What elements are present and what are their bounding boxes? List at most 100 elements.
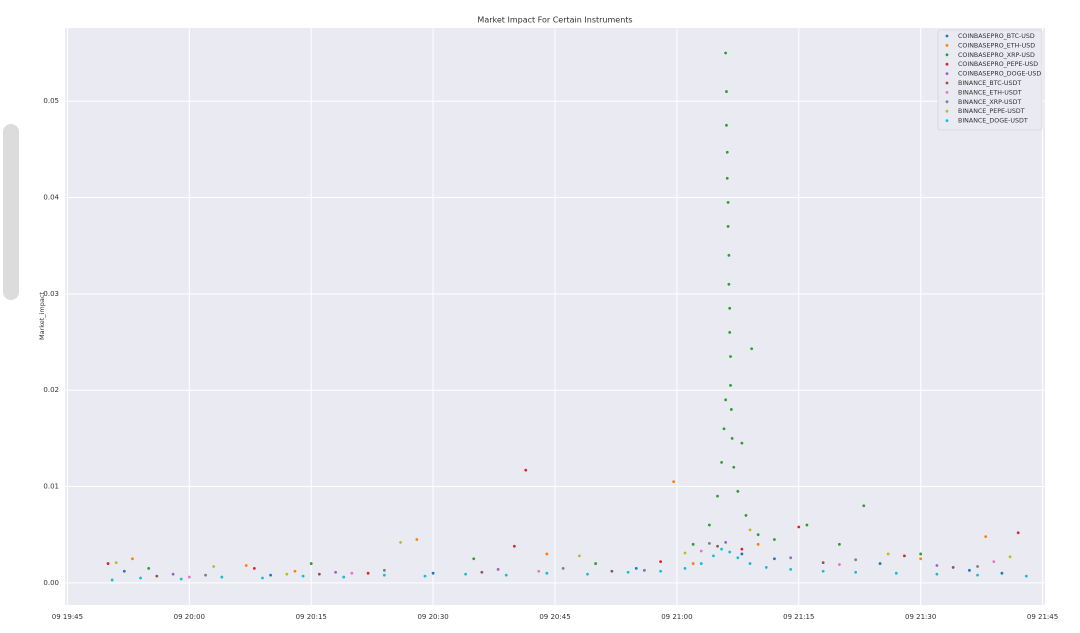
- point: [730, 436, 734, 440]
- legend-marker: [945, 109, 949, 113]
- point: [716, 544, 719, 548]
- point: [748, 528, 752, 532]
- legend-marker: [945, 62, 949, 66]
- point: [744, 514, 748, 517]
- point: [707, 523, 711, 527]
- point: [894, 571, 898, 575]
- point: [366, 571, 370, 575]
- legend-label: COINBASEPRO_XRP-USD: [958, 52, 1035, 59]
- point: [626, 570, 630, 574]
- point: [472, 557, 476, 561]
- y-tick-label: 0.00: [43, 579, 59, 587]
- point: [720, 547, 723, 551]
- legend-marker: [945, 44, 949, 47]
- point: [524, 468, 528, 472]
- point: [951, 566, 955, 569]
- point: [919, 557, 923, 561]
- point: [984, 535, 988, 539]
- point: [720, 461, 723, 464]
- point: [683, 551, 687, 555]
- point: [382, 573, 386, 577]
- legend-label: COINBASEPRO_ETH-USD: [958, 42, 1035, 49]
- point: [691, 562, 695, 565]
- point: [838, 563, 841, 566]
- legend-label: BINANCE_DOGE-USDT: [958, 118, 1028, 125]
- point: [764, 566, 768, 569]
- point: [187, 575, 191, 579]
- point: [725, 90, 728, 93]
- point: [725, 176, 729, 180]
- point: [789, 567, 793, 571]
- legend-label: COINBASEPRO_DOGE-USD: [958, 71, 1041, 78]
- chart-title: Market Impact For Certain Instruments: [477, 16, 632, 25]
- point: [750, 347, 754, 351]
- point: [545, 571, 549, 575]
- x-tick-label: 09 21:15: [783, 613, 814, 621]
- point: [610, 569, 614, 573]
- point: [269, 573, 272, 577]
- point: [423, 574, 427, 578]
- point: [699, 549, 703, 553]
- point: [724, 398, 728, 402]
- legend-label: BINANCE_PEPE-USDT: [958, 108, 1025, 115]
- legend-label: COINBASEPRO_PEPE-USD: [958, 61, 1038, 68]
- x-tick-label: 09 20:45: [539, 613, 570, 621]
- point: [342, 575, 346, 579]
- point: [728, 306, 732, 310]
- grid: 0.00 0.01 0.02 0.03 0.04 0.05 09 19:45 09 20:00…: [43, 28, 1058, 621]
- legend-marker: [945, 119, 949, 122]
- point: [561, 566, 565, 570]
- point: [309, 562, 313, 565]
- point: [935, 572, 939, 576]
- point: [537, 569, 541, 573]
- point: [431, 571, 435, 575]
- point: [106, 562, 110, 565]
- point: [212, 565, 216, 568]
- legend-label: BINANCE_ETH-USDT: [958, 89, 1022, 96]
- point: [736, 489, 740, 493]
- point: [729, 408, 733, 411]
- point: [716, 494, 719, 498]
- x-tick-label: 09 21:00: [661, 613, 692, 621]
- point: [729, 355, 732, 358]
- y-axis-label: Market_impact: [38, 292, 46, 340]
- point: [968, 568, 971, 572]
- point: [293, 569, 297, 573]
- legend-marker: [945, 53, 949, 57]
- point: [976, 573, 979, 577]
- point: [707, 541, 711, 545]
- point: [220, 575, 224, 579]
- point: [261, 576, 264, 580]
- point: [122, 569, 126, 573]
- point: [545, 552, 549, 556]
- legend-marker: [945, 81, 949, 85]
- point: [886, 552, 890, 556]
- point: [131, 557, 134, 561]
- point: [797, 525, 801, 529]
- point: [773, 538, 776, 541]
- scrollbar[interactable]: [3, 124, 19, 300]
- point: [382, 568, 386, 572]
- point: [756, 542, 760, 546]
- point: [691, 542, 695, 546]
- point: [878, 562, 882, 565]
- x-tick-label: 09 21:30: [905, 613, 936, 621]
- point: [805, 523, 809, 527]
- point: [577, 554, 581, 558]
- point: [301, 574, 305, 578]
- point: [594, 562, 598, 565]
- point: [155, 574, 159, 578]
- point: [1024, 574, 1028, 578]
- point: [114, 561, 118, 565]
- point: [1008, 555, 1012, 559]
- point: [147, 566, 151, 570]
- point: [724, 540, 728, 544]
- y-tick-label: 0.01: [43, 483, 59, 491]
- point: [659, 560, 663, 564]
- point: [740, 441, 744, 445]
- point: [204, 573, 207, 577]
- point: [634, 566, 638, 570]
- point: [726, 225, 730, 228]
- point: [252, 566, 256, 570]
